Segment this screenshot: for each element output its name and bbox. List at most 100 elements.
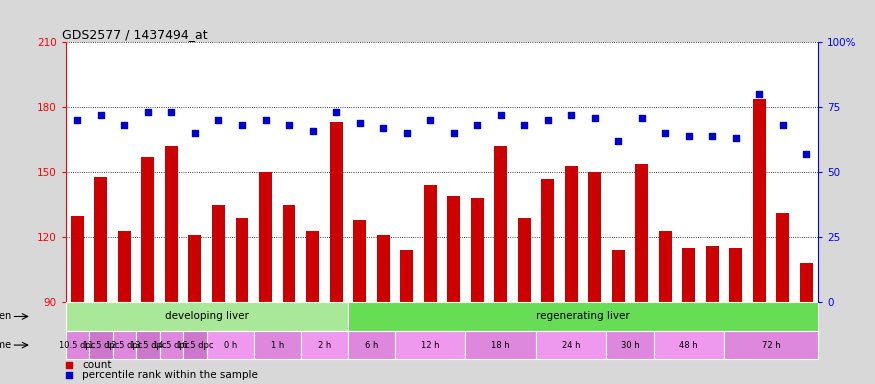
Text: developing liver: developing liver bbox=[164, 311, 248, 321]
Bar bbox=[724, 331, 818, 359]
Bar bbox=[588, 172, 601, 302]
Text: 11.5 dpc: 11.5 dpc bbox=[83, 341, 119, 349]
Bar bbox=[113, 331, 136, 359]
Bar bbox=[254, 331, 301, 359]
Bar bbox=[518, 218, 530, 302]
Point bbox=[258, 117, 272, 123]
Text: 16.5 dpc: 16.5 dpc bbox=[177, 341, 214, 349]
Point bbox=[446, 130, 460, 136]
Bar bbox=[635, 164, 648, 302]
Text: 18 h: 18 h bbox=[492, 341, 510, 349]
Point bbox=[282, 122, 296, 129]
Point bbox=[729, 135, 743, 141]
Text: specimen: specimen bbox=[0, 311, 11, 321]
Bar bbox=[348, 331, 395, 359]
Bar bbox=[424, 185, 437, 302]
Text: 48 h: 48 h bbox=[680, 341, 698, 349]
Bar bbox=[682, 248, 696, 302]
Bar bbox=[730, 248, 742, 302]
Bar bbox=[89, 331, 113, 359]
Point bbox=[188, 130, 202, 136]
Point bbox=[682, 133, 696, 139]
Bar bbox=[395, 331, 466, 359]
Point bbox=[470, 122, 484, 129]
Bar bbox=[306, 231, 319, 302]
Point bbox=[353, 120, 367, 126]
Bar bbox=[612, 250, 625, 302]
Point bbox=[752, 91, 766, 97]
Bar bbox=[235, 218, 248, 302]
Point bbox=[235, 122, 249, 129]
Point bbox=[776, 122, 790, 129]
Point bbox=[634, 114, 648, 121]
Point bbox=[564, 112, 578, 118]
Bar bbox=[400, 250, 413, 302]
Bar bbox=[183, 331, 206, 359]
Bar bbox=[466, 331, 536, 359]
Point bbox=[400, 130, 414, 136]
Point bbox=[517, 122, 531, 129]
Text: 12.5 dpc: 12.5 dpc bbox=[106, 341, 143, 349]
Text: 1 h: 1 h bbox=[270, 341, 284, 349]
Bar bbox=[301, 331, 348, 359]
Point bbox=[70, 117, 84, 123]
Point bbox=[612, 138, 626, 144]
Point bbox=[94, 112, 108, 118]
Bar bbox=[165, 146, 178, 302]
Bar bbox=[536, 331, 606, 359]
Point bbox=[541, 117, 555, 123]
Text: 14.5 dpc: 14.5 dpc bbox=[153, 341, 190, 349]
Bar bbox=[118, 231, 131, 302]
Bar bbox=[542, 179, 554, 302]
Bar bbox=[776, 214, 789, 302]
Point bbox=[376, 125, 390, 131]
Text: 72 h: 72 h bbox=[762, 341, 780, 349]
Text: count: count bbox=[82, 359, 112, 369]
Point bbox=[800, 151, 814, 157]
Bar bbox=[706, 246, 718, 302]
Point bbox=[424, 117, 438, 123]
Point bbox=[164, 109, 178, 116]
Point bbox=[705, 133, 719, 139]
Text: 2 h: 2 h bbox=[318, 341, 331, 349]
Bar bbox=[348, 302, 818, 331]
Point bbox=[62, 361, 76, 367]
Bar bbox=[330, 122, 342, 302]
Bar bbox=[354, 220, 366, 302]
Bar bbox=[188, 235, 201, 302]
Text: 0 h: 0 h bbox=[224, 341, 237, 349]
Text: 10.5 dpc: 10.5 dpc bbox=[60, 341, 95, 349]
Bar bbox=[283, 205, 296, 302]
Text: 12 h: 12 h bbox=[421, 341, 439, 349]
Bar bbox=[471, 198, 484, 302]
Point bbox=[658, 130, 672, 136]
Point bbox=[141, 109, 155, 116]
Bar bbox=[494, 146, 507, 302]
Point bbox=[62, 372, 76, 378]
Text: 6 h: 6 h bbox=[365, 341, 378, 349]
Bar bbox=[800, 263, 813, 302]
Bar bbox=[654, 331, 724, 359]
Bar bbox=[206, 331, 254, 359]
Text: 30 h: 30 h bbox=[620, 341, 640, 349]
Bar bbox=[136, 331, 160, 359]
Bar bbox=[564, 166, 578, 302]
Text: 24 h: 24 h bbox=[562, 341, 580, 349]
Bar bbox=[212, 205, 225, 302]
Point bbox=[493, 112, 507, 118]
Point bbox=[212, 117, 226, 123]
Bar bbox=[259, 172, 272, 302]
Text: percentile rank within the sample: percentile rank within the sample bbox=[82, 370, 258, 380]
Bar bbox=[142, 157, 154, 302]
Bar bbox=[94, 177, 108, 302]
Bar bbox=[606, 331, 654, 359]
Point bbox=[117, 122, 131, 129]
Bar bbox=[447, 196, 460, 302]
Point bbox=[305, 127, 319, 134]
Bar bbox=[71, 215, 84, 302]
Bar bbox=[66, 331, 89, 359]
Bar bbox=[752, 99, 766, 302]
Bar bbox=[376, 235, 389, 302]
Text: regenerating liver: regenerating liver bbox=[536, 311, 630, 321]
Bar bbox=[66, 302, 348, 331]
